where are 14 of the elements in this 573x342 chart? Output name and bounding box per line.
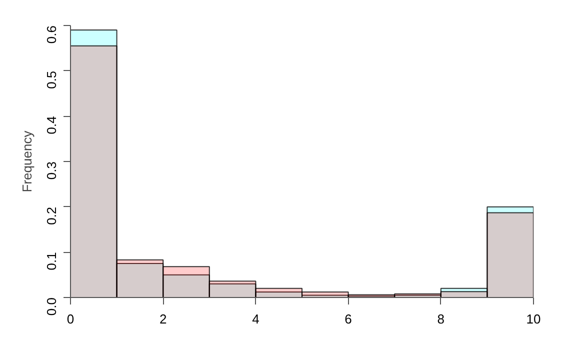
y-tick-label: 0.2	[44, 206, 59, 225]
x-tick-label: 8	[437, 312, 445, 326]
x-tick-label: 6	[344, 312, 352, 326]
x-tick-label: 2	[159, 312, 167, 326]
x-tick-label: 0	[66, 312, 74, 326]
y-tick-label: 0.0	[44, 297, 59, 316]
y-tick-label: 0.5	[44, 70, 59, 89]
y-tick-label: 0.1	[44, 252, 59, 270]
x-tick-label: 10	[526, 312, 541, 326]
y-tick-label: 0.6	[44, 25, 59, 44]
x-tick-label: 4	[252, 312, 260, 326]
y-tick-label: 0.4	[44, 116, 59, 134]
y-tick-label: 0.3	[44, 161, 59, 180]
y-axis-title: Frequency	[20, 130, 34, 192]
